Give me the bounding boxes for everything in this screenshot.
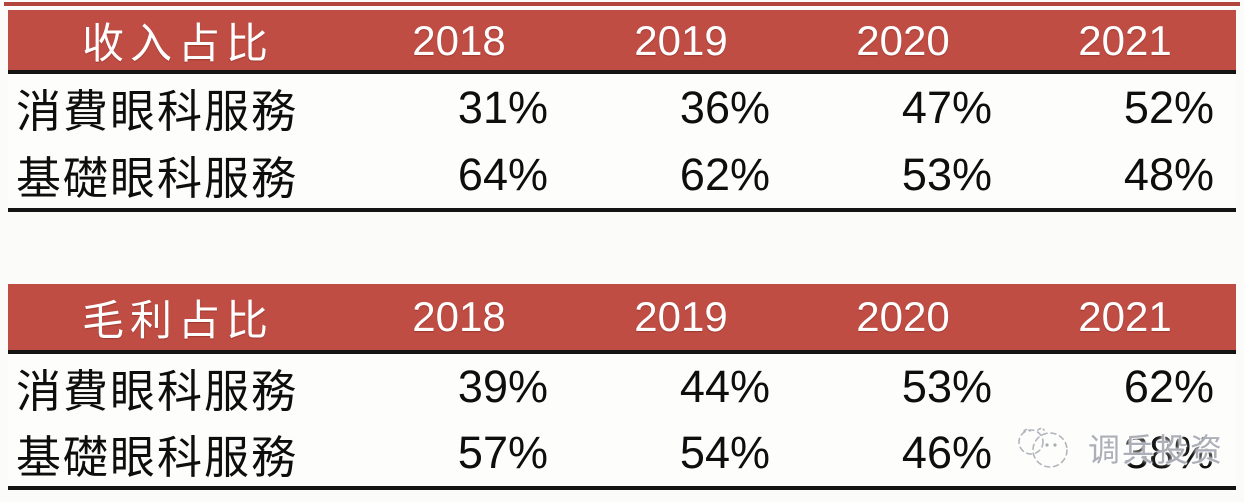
gross-profit-share-table: 毛利占比 2018 2019 2020 2021 消費眼科服務 39% 44% … xyxy=(8,284,1236,490)
revenue-share-table: 收入占比 2018 2019 2020 2021 消費眼科服務 31% 36% … xyxy=(8,10,1236,212)
revenue-year-header-2019: 2019 xyxy=(634,16,728,64)
top-accent-rule xyxy=(4,2,1240,6)
cell-value: 64% xyxy=(457,148,548,200)
revenue-share-body: 消費眼科服務 31% 36% 47% 52% 基礎眼科服務 64% 62% 53… xyxy=(8,74,1236,208)
cell-value: 38% xyxy=(1123,427,1214,478)
cell-value: 62% xyxy=(679,148,770,200)
row-label: 消費眼科服務 xyxy=(16,86,299,137)
table-row: 消費眼科服務 39% 44% 53% 62% xyxy=(8,354,1236,420)
gross-year-header-2018: 2018 xyxy=(412,293,506,340)
cell-value: 31% xyxy=(457,81,548,133)
row-label: 基礎眼科服務 xyxy=(16,431,299,483)
row-label: 基礎眼科服務 xyxy=(16,153,299,204)
cell-value: 53% xyxy=(901,361,992,412)
gross-profit-body: 消費眼科服務 39% 44% 53% 62% 基礎眼科服務 57% 54% 46… xyxy=(8,354,1236,486)
gross-year-header-2019: 2019 xyxy=(634,293,728,340)
cell-value: 52% xyxy=(1123,81,1214,133)
gross-profit-header-row: 毛利占比 2018 2019 2020 2021 xyxy=(8,284,1236,354)
gross-profit-title: 毛利占比 xyxy=(81,296,274,344)
cell-value: 48% xyxy=(1123,148,1214,200)
gross-year-header-2021: 2021 xyxy=(1078,293,1172,340)
revenue-share-header-row: 收入占比 2018 2019 2020 2021 xyxy=(8,10,1236,74)
cell-value: 44% xyxy=(679,361,770,412)
cell-value: 57% xyxy=(457,427,548,478)
table-row: 基礎眼科服務 64% 62% 53% 48% xyxy=(8,141,1236,208)
cell-value: 36% xyxy=(679,81,770,133)
revenue-year-header-2020: 2020 xyxy=(856,16,950,64)
revenue-year-header-2018: 2018 xyxy=(412,16,506,64)
table-row: 基礎眼科服務 57% 54% 46% 38% xyxy=(8,420,1236,486)
cell-value: 54% xyxy=(679,427,770,478)
cell-value: 39% xyxy=(457,361,548,412)
gross-year-header-2020: 2020 xyxy=(856,293,950,340)
row-label: 消費眼科服務 xyxy=(16,365,299,417)
revenue-year-header-2021: 2021 xyxy=(1078,16,1172,64)
table-bottom-rule xyxy=(8,486,1236,490)
table-row: 消費眼科服務 31% 36% 47% 52% xyxy=(8,74,1236,141)
revenue-share-title: 收入占比 xyxy=(81,20,274,67)
cell-value: 47% xyxy=(901,81,992,133)
cell-value: 62% xyxy=(1123,361,1214,412)
cell-value: 46% xyxy=(901,427,992,478)
cell-value: 53% xyxy=(901,148,992,200)
table-bottom-rule xyxy=(8,208,1236,212)
